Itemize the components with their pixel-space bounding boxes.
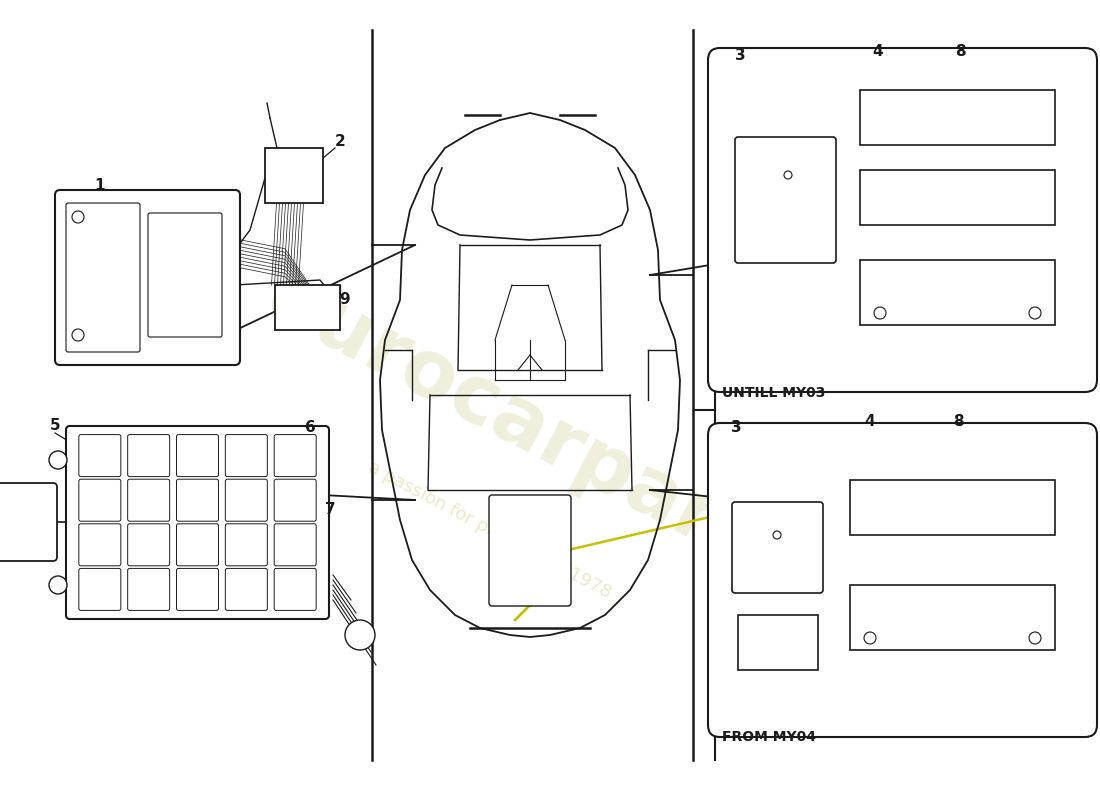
FancyBboxPatch shape [708, 423, 1097, 737]
FancyBboxPatch shape [128, 524, 169, 566]
Circle shape [50, 576, 67, 594]
Circle shape [50, 451, 67, 469]
Circle shape [1028, 632, 1041, 644]
FancyBboxPatch shape [176, 524, 219, 566]
Text: UNTILL MY03: UNTILL MY03 [722, 386, 825, 400]
Text: 8: 8 [955, 45, 966, 59]
FancyBboxPatch shape [176, 569, 219, 610]
FancyBboxPatch shape [79, 434, 121, 477]
FancyBboxPatch shape [274, 434, 316, 477]
Bar [275, 285, 340, 330]
Bar [860, 170, 1055, 225]
Bar [850, 480, 1055, 535]
Bar [860, 260, 1055, 325]
FancyBboxPatch shape [226, 479, 267, 522]
Circle shape [72, 329, 84, 341]
Text: 3: 3 [735, 47, 746, 62]
Circle shape [773, 531, 781, 539]
FancyBboxPatch shape [226, 434, 267, 477]
FancyBboxPatch shape [79, 479, 121, 522]
FancyBboxPatch shape [735, 137, 836, 263]
Text: 3: 3 [730, 421, 741, 435]
Text: a passion for parts since 1978: a passion for parts since 1978 [365, 458, 615, 602]
FancyBboxPatch shape [490, 495, 571, 606]
Text: FROM MY04: FROM MY04 [722, 730, 816, 744]
Circle shape [784, 171, 792, 179]
Text: 6: 6 [305, 421, 316, 435]
Text: 5: 5 [50, 418, 60, 433]
FancyBboxPatch shape [226, 524, 267, 566]
Circle shape [864, 632, 876, 644]
FancyBboxPatch shape [79, 569, 121, 610]
Circle shape [72, 211, 84, 223]
FancyBboxPatch shape [128, 434, 169, 477]
Text: 9: 9 [340, 293, 350, 307]
FancyBboxPatch shape [128, 479, 169, 522]
FancyBboxPatch shape [148, 213, 222, 337]
Circle shape [345, 620, 375, 650]
Circle shape [874, 307, 886, 319]
FancyBboxPatch shape [176, 434, 219, 477]
Text: 2: 2 [334, 134, 345, 150]
FancyBboxPatch shape [274, 479, 316, 522]
Bar [265, 148, 323, 203]
Text: eurocarparts: eurocarparts [252, 258, 807, 602]
FancyBboxPatch shape [55, 190, 240, 365]
Bar [738, 615, 818, 670]
FancyBboxPatch shape [66, 203, 140, 352]
FancyBboxPatch shape [176, 479, 219, 522]
FancyBboxPatch shape [732, 502, 823, 593]
FancyBboxPatch shape [66, 426, 329, 619]
FancyBboxPatch shape [274, 524, 316, 566]
FancyBboxPatch shape [274, 569, 316, 610]
Bar [850, 585, 1055, 650]
Circle shape [1028, 307, 1041, 319]
Bar [860, 90, 1055, 145]
Text: 4: 4 [865, 414, 876, 430]
Text: 8: 8 [953, 414, 964, 430]
Text: 1: 1 [95, 178, 106, 193]
FancyBboxPatch shape [0, 483, 57, 561]
FancyBboxPatch shape [226, 569, 267, 610]
FancyBboxPatch shape [708, 48, 1097, 392]
Text: 7: 7 [324, 502, 336, 518]
Text: 4: 4 [872, 45, 883, 59]
FancyBboxPatch shape [128, 569, 169, 610]
FancyBboxPatch shape [79, 524, 121, 566]
